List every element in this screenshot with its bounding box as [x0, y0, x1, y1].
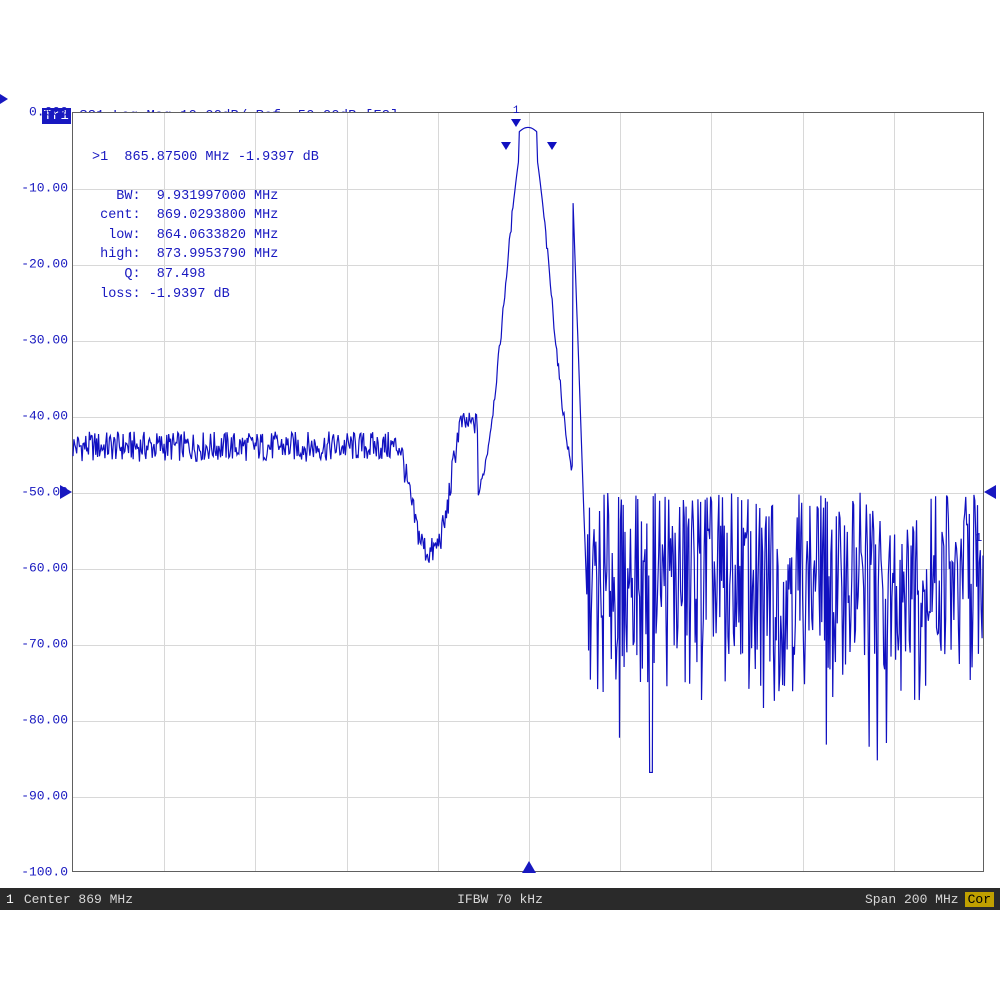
- status-span: Span 200 MHz: [865, 892, 959, 907]
- ref-marker-left-icon: [60, 485, 72, 499]
- y-tick-label: -90.00: [8, 789, 68, 804]
- center-freq-marker-icon: [522, 861, 536, 873]
- y-tick-label: -100.0: [8, 865, 68, 880]
- status-bar: 1 Center 869 MHz IFBW 70 kHz Span 200 MH…: [0, 888, 1000, 910]
- status-center-freq: Center 869 MHz: [24, 892, 133, 907]
- trace-end-label: 1: [975, 531, 982, 545]
- y-tick-label: -50.00: [8, 485, 68, 500]
- y-tick-label: -70.00: [8, 637, 68, 652]
- status-ifbw: IFBW 70 kHz: [457, 892, 543, 907]
- marker-triangle-icon: [511, 119, 521, 127]
- y-tick-label: -10.00: [8, 181, 68, 196]
- status-cor-badge: Cor: [965, 892, 994, 907]
- marker-triangle-icon: [547, 142, 557, 150]
- marker-bw: BW: 9.931997000 MHz: [92, 189, 278, 204]
- y-tick-label: 0.000: [8, 105, 68, 120]
- marker-q: Q: 87.498: [92, 267, 205, 282]
- analyzer-screen: Tr1 S21 Log Mag 10.00dB/ Ref -50.00dB [F…: [0, 90, 1000, 910]
- marker-low: low: 864.0633820 MHz: [92, 228, 278, 243]
- y-tick-label: -20.00: [8, 257, 68, 272]
- marker-line-1: >1 865.87500 MHz -1.9397 dB: [92, 150, 319, 165]
- marker-info-block: >1 865.87500 MHz -1.9397 dB BW: 9.931997…: [92, 128, 319, 324]
- marker-high: high: 873.9953790 MHz: [92, 247, 278, 262]
- ref-marker-right-icon: [984, 485, 996, 499]
- status-trace-num: 1: [6, 892, 14, 907]
- y-tick-label: -30.00: [8, 333, 68, 348]
- header-arrow-icon: [0, 94, 8, 104]
- y-tick-label: -60.00: [8, 561, 68, 576]
- y-tick-label: -40.00: [8, 409, 68, 424]
- marker-number: 1: [513, 105, 520, 117]
- marker-triangle-icon: [501, 142, 511, 150]
- y-tick-label: -80.00: [8, 713, 68, 728]
- marker-loss: loss: -1.9397 dB: [92, 287, 230, 302]
- marker-cent: cent: 869.0293800 MHz: [92, 208, 278, 223]
